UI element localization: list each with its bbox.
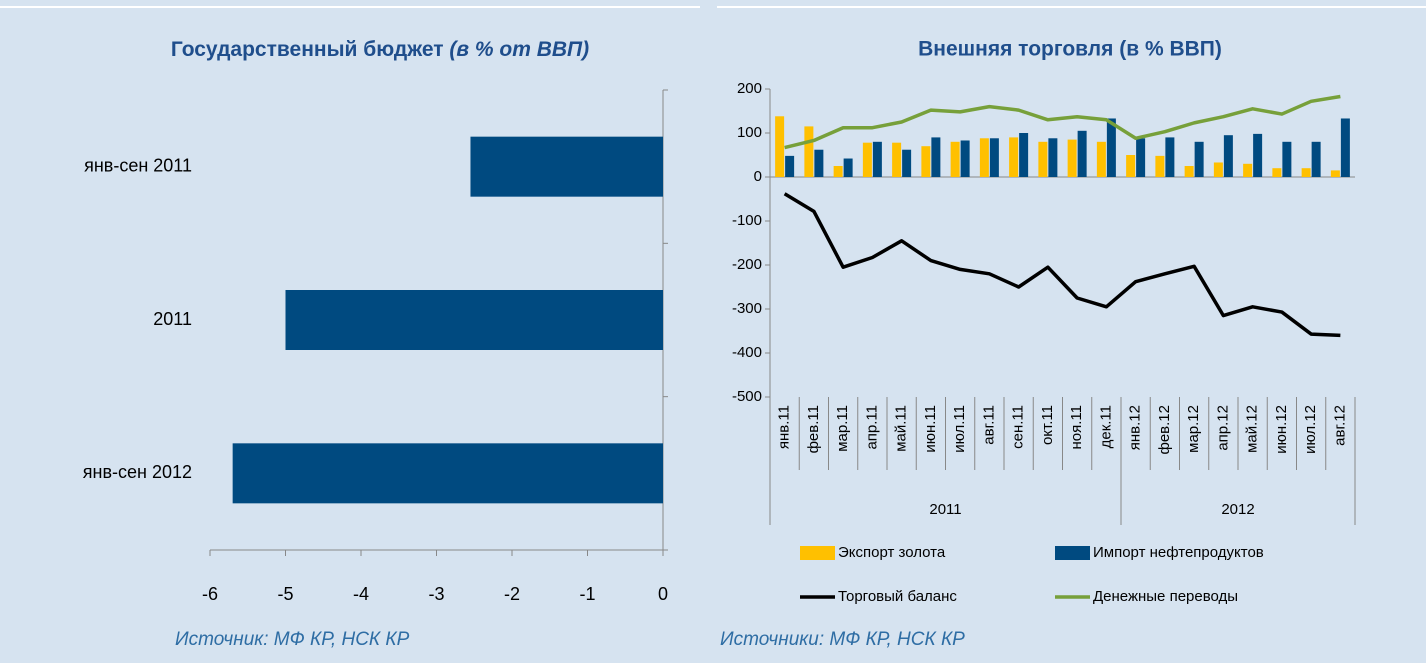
y-tick-label: -200 (732, 256, 762, 273)
x-tick-label: фев.12 (1156, 405, 1173, 455)
bar (1194, 141, 1204, 177)
bar (892, 142, 902, 177)
x-tick-label: -3 (428, 584, 444, 604)
bar (1009, 137, 1019, 177)
chart-title: Внешняя торговля (в % ВВП) (918, 38, 1222, 61)
x-tick-label: ноя.11 (1068, 405, 1085, 450)
bar (862, 142, 872, 177)
source: Источник: МФ КР, НСК КР (175, 629, 410, 650)
bar (1096, 141, 1106, 177)
y-tick-label: 0 (754, 168, 762, 185)
x-tick-label: 0 (658, 584, 668, 604)
bar (843, 158, 853, 177)
x-tick-label: июн.11 (922, 405, 939, 453)
x-tick-label: -2 (504, 584, 520, 604)
x-tick-label: авг.12 (1331, 405, 1348, 446)
bar (1223, 135, 1233, 177)
x-tick-label: фев.11 (805, 405, 822, 453)
x-tick-label: янв.11 (776, 405, 793, 449)
x-tick-label: -6 (202, 584, 218, 604)
bar (1330, 170, 1340, 177)
y-tick-label: -100 (732, 212, 762, 229)
title-main: Государственный бюджет (171, 38, 444, 61)
bar (285, 290, 663, 350)
legend-swatch (1055, 546, 1090, 560)
x-tick-label: июл.12 (1302, 405, 1319, 454)
y-tick-label: янв-сен 2012 (83, 462, 192, 482)
bar (921, 146, 931, 177)
x-tick-label: дек.11 (1097, 405, 1114, 448)
x-tick-label: -1 (579, 584, 595, 604)
y-tick-label: -300 (732, 300, 762, 317)
x-tick-label: мар.11 (834, 405, 851, 452)
bar (232, 443, 663, 504)
bar (1253, 133, 1263, 177)
bar (775, 116, 785, 177)
legend-label: Импорт нефтепродуктов (1093, 544, 1264, 561)
legend-label: Торговый баланс (838, 588, 957, 605)
bar (470, 136, 663, 197)
y-tick-label: 200 (737, 80, 762, 97)
legend-label: Экспорт золота (838, 544, 946, 561)
source: Источники: МФ КР, НСК КР (720, 629, 965, 650)
line (783, 192, 1341, 338)
bar (1301, 168, 1311, 177)
bar (1155, 155, 1165, 177)
bar (1311, 141, 1321, 177)
title-note: (в % от ВВП) (449, 38, 589, 61)
x-tick-label: июл.11 (951, 405, 968, 453)
bar (1038, 141, 1048, 177)
bar (902, 149, 912, 177)
bar (979, 138, 989, 177)
bar (1165, 137, 1175, 177)
x-tick-label: июн.12 (1273, 405, 1290, 454)
legend-label: Денежные переводы (1093, 588, 1238, 605)
bar (1282, 141, 1292, 177)
bar (960, 140, 970, 177)
y-tick-label: 100 (737, 124, 762, 141)
bar (1067, 139, 1077, 177)
bar (950, 141, 960, 177)
bar (1048, 138, 1058, 177)
bar (785, 155, 795, 177)
bar (1019, 133, 1029, 177)
bar (1340, 118, 1350, 177)
x-tick-label: авг.11 (980, 405, 997, 445)
x-tick-label: -5 (277, 584, 293, 604)
y-tick-label: -500 (732, 388, 762, 405)
x-tick-label: мар.12 (1185, 405, 1202, 453)
bar (1243, 163, 1253, 177)
x-tick-label: сен.11 (1010, 405, 1027, 449)
x-tick-label: янв.12 (1127, 405, 1144, 450)
group-label: 2012 (1221, 501, 1254, 518)
bar (1272, 168, 1282, 177)
x-tick-label: май.11 (893, 405, 910, 452)
bar (1106, 118, 1116, 177)
bar (1136, 138, 1146, 177)
x-tick-label: окт.11 (1039, 405, 1056, 445)
bar (989, 138, 999, 177)
y-tick-label: 2011 (153, 309, 192, 329)
group-label: 2011 (929, 501, 961, 518)
x-tick-label: апр.12 (1214, 405, 1231, 451)
y-tick-label: -400 (732, 344, 762, 361)
legend-swatch (800, 546, 835, 560)
bar (1213, 162, 1223, 177)
x-tick-label: май.12 (1244, 405, 1261, 453)
chart-title: Государственный бюджет (в % от ВВП) (171, 38, 589, 61)
bar (872, 141, 882, 177)
line (784, 94, 1341, 150)
bar (804, 126, 814, 177)
x-tick-label: апр.11 (863, 405, 880, 450)
bar (931, 137, 941, 177)
bar (814, 149, 824, 177)
bar (833, 166, 843, 177)
y-tick-label: янв-сен 2011 (84, 155, 192, 175)
x-tick-label: -4 (353, 584, 369, 604)
bar (1126, 155, 1136, 177)
bar (1077, 130, 1087, 177)
bar (1184, 166, 1194, 177)
